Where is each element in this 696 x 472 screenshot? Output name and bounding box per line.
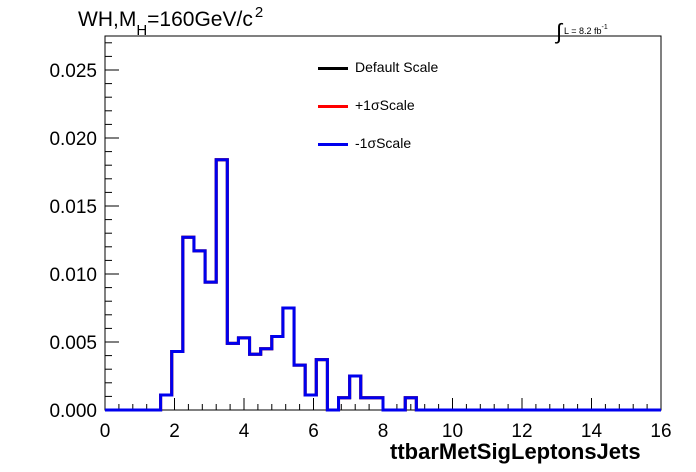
- x-tick-label: 4: [239, 421, 250, 442]
- histogram-series-0: [105, 158, 661, 412]
- x-tick-label: 6: [308, 421, 319, 442]
- luminosity-label: ∫ L = 8.2 fb-1: [556, 14, 608, 44]
- histogram-series-2: [105, 158, 661, 412]
- legend: Default Scale +1σScale -1σScale: [315, 55, 465, 169]
- y-tick-label: 0.015: [49, 197, 97, 218]
- x-tick-label: 12: [511, 421, 532, 442]
- y-tick-label: 0.020: [49, 129, 97, 150]
- x-tick-label: 10: [442, 421, 463, 442]
- x-tick-label: 0: [100, 421, 111, 442]
- legend-label-default: Default Scale: [355, 59, 439, 75]
- y-tick-label: 0.010: [49, 265, 97, 286]
- x-axis-label: ttbarMetSigLeptonsJets: [390, 439, 641, 464]
- legend-swatch-plus1sigma: [318, 105, 348, 108]
- legend-entry-default: Default Scale: [315, 55, 465, 93]
- title-superscript: 2: [254, 4, 264, 21]
- legend-label-minus1sigma: -1σScale: [355, 135, 412, 151]
- chart-title: WH,MH=160GeV/c 2: [78, 4, 263, 39]
- x-tick-label: 16: [650, 421, 671, 442]
- legend-entry-plus1sigma: +1σScale: [315, 93, 465, 131]
- title-main: WH,M: [78, 8, 137, 31]
- legend-swatch-default: [318, 67, 348, 70]
- y-tick-label: 0.025: [49, 61, 97, 82]
- legend-swatch-minus1sigma: [318, 143, 348, 146]
- histogram-series-1: [105, 158, 661, 412]
- lumi-superscript: -1: [601, 24, 608, 31]
- x-tick-label: 14: [581, 421, 603, 442]
- title-tail: =160GeV/c: [147, 8, 253, 31]
- lumi-text: L = 8.2 fb: [564, 26, 602, 36]
- y-tick-label: 0.000: [49, 401, 97, 422]
- legend-entry-minus1sigma: -1σScale: [315, 131, 465, 169]
- legend-label-plus1sigma: +1σScale: [355, 97, 415, 113]
- x-tick-label: 2: [169, 421, 180, 442]
- x-tick-label: 8: [378, 421, 389, 442]
- integral-icon: ∫: [556, 19, 563, 44]
- y-tick-label: 0.005: [49, 333, 97, 354]
- title-subscript: H: [136, 22, 148, 39]
